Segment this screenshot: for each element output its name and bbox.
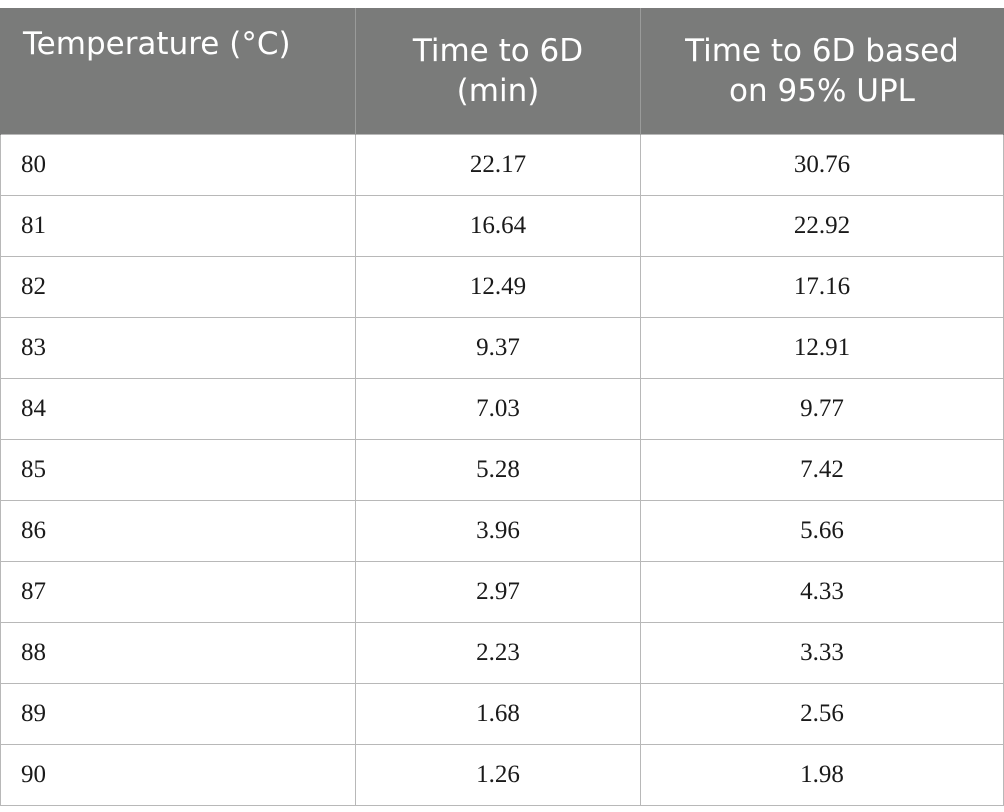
cell-temperature: 90 bbox=[0, 744, 356, 806]
cell-time-to-6d-upl: 4.33 bbox=[640, 561, 1004, 623]
cell-time-to-6d: 16.64 bbox=[355, 195, 641, 257]
cell-temperature: 89 bbox=[0, 683, 356, 745]
table-row: 88 2.23 3.33 bbox=[0, 622, 1004, 684]
cell-time-to-6d-upl: 2.56 bbox=[640, 683, 1004, 745]
cell-temperature: 83 bbox=[0, 317, 356, 379]
table-row: 85 5.28 7.42 bbox=[0, 439, 1004, 501]
cell-time-to-6d-upl: 9.77 bbox=[640, 378, 1004, 440]
cell-time-to-6d: 1.68 bbox=[355, 683, 641, 745]
header-time-to-6d-line2: (min) bbox=[456, 73, 540, 109]
header-time-to-6d-line1: Time to 6D bbox=[412, 33, 584, 69]
header-row: Temperature (°C) Time to 6D (min) Time t… bbox=[0, 8, 1004, 135]
data-table: Temperature (°C) Time to 6D (min) Time t… bbox=[0, 8, 1004, 806]
table-row: 87 2.97 4.33 bbox=[0, 561, 1004, 623]
cell-temperature: 84 bbox=[0, 378, 356, 440]
cell-time-to-6d: 1.26 bbox=[355, 744, 641, 806]
cell-time-to-6d-upl: 30.76 bbox=[640, 134, 1004, 196]
cell-time-to-6d: 5.28 bbox=[355, 439, 641, 501]
cell-temperature: 81 bbox=[0, 195, 356, 257]
header-temperature: Temperature (°C) bbox=[0, 8, 356, 135]
cell-time-to-6d-upl: 1.98 bbox=[640, 744, 1004, 806]
cell-time-to-6d-upl: 3.33 bbox=[640, 622, 1004, 684]
cell-temperature: 88 bbox=[0, 622, 356, 684]
table-body: 80 22.17 30.76 81 16.64 22.92 82 12.49 1… bbox=[0, 134, 1004, 806]
header-temperature-label: Temperature (°C) bbox=[23, 26, 291, 62]
header-time-to-6d-upl-line2: on 95% UPL bbox=[729, 73, 915, 109]
cell-temperature: 87 bbox=[0, 561, 356, 623]
cell-time-to-6d-upl: 12.91 bbox=[640, 317, 1004, 379]
cell-time-to-6d: 22.17 bbox=[355, 134, 641, 196]
cell-time-to-6d-upl: 7.42 bbox=[640, 439, 1004, 501]
cell-time-to-6d: 7.03 bbox=[355, 378, 641, 440]
table-row: 80 22.17 30.76 bbox=[0, 134, 1004, 196]
cell-time-to-6d-upl: 17.16 bbox=[640, 256, 1004, 318]
header-time-to-6d: Time to 6D (min) bbox=[355, 8, 641, 135]
table-row: 86 3.96 5.66 bbox=[0, 500, 1004, 562]
cell-time-to-6d: 2.23 bbox=[355, 622, 641, 684]
header-time-to-6d-upl-line1: Time to 6D based bbox=[685, 33, 959, 69]
cell-time-to-6d-upl: 22.92 bbox=[640, 195, 1004, 257]
cell-time-to-6d: 2.97 bbox=[355, 561, 641, 623]
cell-time-to-6d: 3.96 bbox=[355, 500, 641, 562]
cell-temperature: 86 bbox=[0, 500, 356, 562]
table-row: 84 7.03 9.77 bbox=[0, 378, 1004, 440]
table-row: 81 16.64 22.92 bbox=[0, 195, 1004, 257]
cell-temperature: 85 bbox=[0, 439, 356, 501]
table-row: 82 12.49 17.16 bbox=[0, 256, 1004, 318]
table-row: 83 9.37 12.91 bbox=[0, 317, 1004, 379]
cell-temperature: 80 bbox=[0, 134, 356, 196]
data-table-container: Temperature (°C) Time to 6D (min) Time t… bbox=[0, 8, 1004, 806]
cell-temperature: 82 bbox=[0, 256, 356, 318]
cell-time-to-6d: 12.49 bbox=[355, 256, 641, 318]
table-row: 90 1.26 1.98 bbox=[0, 744, 1004, 806]
cell-time-to-6d: 9.37 bbox=[355, 317, 641, 379]
table-row: 89 1.68 2.56 bbox=[0, 683, 1004, 745]
cell-time-to-6d-upl: 5.66 bbox=[640, 500, 1004, 562]
table-header: Temperature (°C) Time to 6D (min) Time t… bbox=[0, 8, 1004, 135]
header-time-to-6d-upl: Time to 6D based on 95% UPL bbox=[640, 8, 1004, 135]
